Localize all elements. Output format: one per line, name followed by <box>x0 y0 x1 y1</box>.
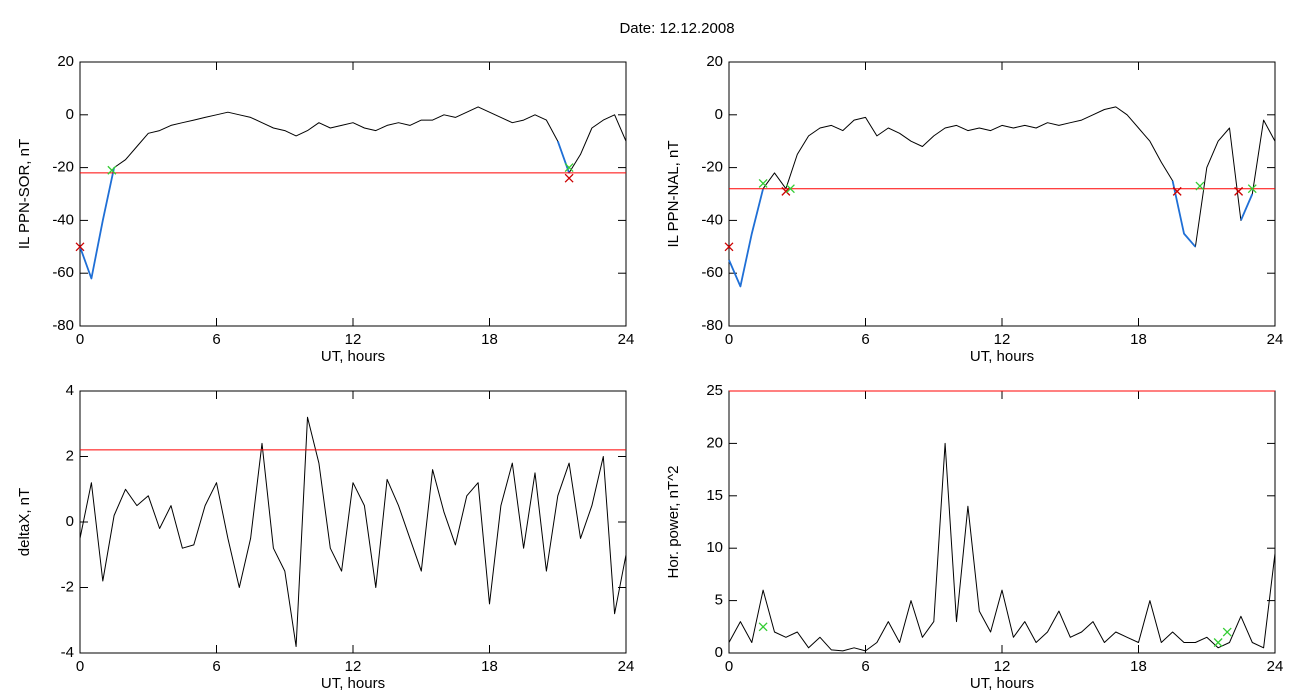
data-line <box>728 180 1254 288</box>
x-tick-label: 12 <box>994 658 1011 675</box>
y-tick-label: 25 <box>706 382 723 399</box>
x-tick-label: 12 <box>345 658 362 675</box>
marker <box>564 173 574 183</box>
y-tick-label: 4 <box>66 382 74 399</box>
x-tick-label: 24 <box>1267 331 1284 348</box>
plot-frame <box>728 390 1276 654</box>
x-tick-label: 0 <box>76 658 84 675</box>
plot-frame <box>79 61 627 327</box>
y-axis-label: deltaX, nT <box>16 488 33 556</box>
y-tick-label: 10 <box>706 539 723 556</box>
x-tick-label: 18 <box>481 658 498 675</box>
y-tick-label: 0 <box>66 106 74 123</box>
x-tick-label: 0 <box>725 658 733 675</box>
plot-frame <box>728 61 1276 327</box>
y-tick-label: -60 <box>701 264 723 281</box>
y-tick-label: -40 <box>52 211 74 228</box>
y-axis-label: IL PPN-SOR, nT <box>16 139 33 249</box>
x-tick-label: 6 <box>212 658 220 675</box>
x-tick-label: 18 <box>481 331 498 348</box>
y-tick-label: -40 <box>701 211 723 228</box>
x-axis-label: UT, hours <box>321 348 385 365</box>
y-tick-label: 2 <box>66 447 74 464</box>
y-tick-label: 5 <box>715 592 723 609</box>
x-tick-label: 24 <box>1267 658 1284 675</box>
x-axis-label: UT, hours <box>970 675 1034 692</box>
x-tick-label: 6 <box>212 331 220 348</box>
x-tick-label: 18 <box>1130 331 1147 348</box>
y-axis-label: Hor. power, nT^2 <box>665 466 682 579</box>
marker <box>724 242 734 252</box>
data-line <box>79 106 627 279</box>
y-tick-label: -2 <box>61 578 74 595</box>
marker <box>1213 638 1223 647</box>
y-tick-label: 20 <box>706 434 723 451</box>
x-tick-label: 12 <box>994 331 1011 348</box>
data-line <box>79 416 627 647</box>
marker <box>1234 186 1244 196</box>
x-tick-label: 6 <box>861 331 869 348</box>
x-tick-label: 24 <box>618 331 635 348</box>
x-tick-label: 0 <box>76 331 84 348</box>
marker <box>1172 186 1182 196</box>
marker <box>564 163 574 173</box>
x-axis-label: UT, hours <box>970 348 1034 365</box>
marker <box>758 622 768 632</box>
y-tick-label: 0 <box>715 644 723 661</box>
x-tick-label: 12 <box>345 331 362 348</box>
marker <box>1195 181 1205 191</box>
y-tick-label: -80 <box>701 317 723 334</box>
y-tick-label: 0 <box>715 106 723 123</box>
y-tick-label: -80 <box>52 317 74 334</box>
marker <box>758 178 768 188</box>
x-tick-label: 18 <box>1130 658 1147 675</box>
marker <box>785 184 795 194</box>
y-axis-label: IL PPN-NAL, nT <box>665 141 682 248</box>
y-tick-label: -20 <box>701 159 723 176</box>
plot-frame <box>79 390 627 654</box>
y-tick-label: 15 <box>706 487 723 504</box>
marker <box>1222 627 1232 637</box>
marker <box>781 186 791 196</box>
marker <box>107 165 117 175</box>
y-tick-label: 20 <box>706 53 723 70</box>
x-tick-label: 24 <box>618 658 635 675</box>
y-tick-label: 0 <box>66 513 74 530</box>
data-line <box>728 106 1276 287</box>
data-line <box>79 140 570 280</box>
x-axis-label: UT, hours <box>321 675 385 692</box>
marker <box>75 242 85 252</box>
x-tick-label: 0 <box>725 331 733 348</box>
y-tick-label: -60 <box>52 264 74 281</box>
x-tick-label: 6 <box>861 658 869 675</box>
data-line <box>728 442 1276 652</box>
y-tick-label: -20 <box>52 159 74 176</box>
marker <box>1247 184 1257 194</box>
figure-title: Date: 12.12.2008 <box>619 20 734 37</box>
y-tick-label: -4 <box>61 644 74 661</box>
y-tick-label: 20 <box>57 53 74 70</box>
